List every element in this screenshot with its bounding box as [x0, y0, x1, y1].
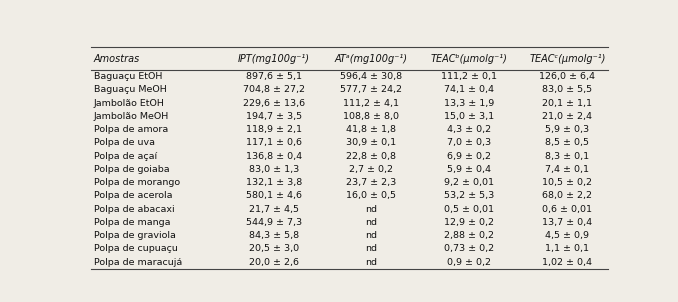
Text: nd: nd — [365, 205, 377, 214]
Text: 5,9 ± 0,4: 5,9 ± 0,4 — [447, 165, 491, 174]
Text: TEACᵇ(μmolg⁻¹): TEACᵇ(μmolg⁻¹) — [431, 54, 507, 64]
Text: 83,0 ± 1,3: 83,0 ± 1,3 — [249, 165, 299, 174]
Text: TEACᶜ(μmolg⁻¹): TEACᶜ(μmolg⁻¹) — [530, 54, 605, 64]
Text: 229,6 ± 13,6: 229,6 ± 13,6 — [243, 98, 304, 108]
Text: 544,9 ± 7,3: 544,9 ± 7,3 — [245, 218, 302, 227]
Text: 118,9 ± 2,1: 118,9 ± 2,1 — [245, 125, 302, 134]
Text: 13,3 ± 1,9: 13,3 ± 1,9 — [443, 98, 494, 108]
Text: Polpa de morango: Polpa de morango — [94, 178, 180, 187]
Text: 136,8 ± 0,4: 136,8 ± 0,4 — [245, 152, 302, 161]
Text: 126,0 ± 6,4: 126,0 ± 6,4 — [540, 72, 595, 81]
Text: 83,0 ± 5,5: 83,0 ± 5,5 — [542, 85, 593, 94]
Text: 6,9 ± 0,2: 6,9 ± 0,2 — [447, 152, 491, 161]
Text: 0,6 ± 0,01: 0,6 ± 0,01 — [542, 205, 593, 214]
Text: 108,8 ± 8,0: 108,8 ± 8,0 — [343, 112, 399, 121]
Text: nd: nd — [365, 258, 377, 267]
Text: 68,0 ± 2,2: 68,0 ± 2,2 — [542, 191, 593, 201]
Text: 15,0 ± 3,1: 15,0 ± 3,1 — [444, 112, 494, 121]
Text: ATᵃ(mg100g⁻¹): ATᵃ(mg100g⁻¹) — [334, 54, 407, 64]
Text: 41,8 ± 1,8: 41,8 ± 1,8 — [346, 125, 396, 134]
Text: Jambolão EtOH: Jambolão EtOH — [94, 98, 165, 108]
Text: Polpa de abacaxi: Polpa de abacaxi — [94, 205, 174, 214]
Text: 30,9 ± 0,1: 30,9 ± 0,1 — [346, 138, 396, 147]
Text: Jambolão MeOH: Jambolão MeOH — [94, 112, 169, 121]
Text: 23,7 ± 2,3: 23,7 ± 2,3 — [346, 178, 396, 187]
Text: nd: nd — [365, 231, 377, 240]
Text: 132,1 ± 3,8: 132,1 ± 3,8 — [245, 178, 302, 187]
Text: 22,8 ± 0,8: 22,8 ± 0,8 — [346, 152, 396, 161]
Text: 2,88 ± 0,2: 2,88 ± 0,2 — [444, 231, 494, 240]
Text: 897,6 ± 5,1: 897,6 ± 5,1 — [245, 72, 302, 81]
Text: 596,4 ± 30,8: 596,4 ± 30,8 — [340, 72, 402, 81]
Text: Polpa de uva: Polpa de uva — [94, 138, 155, 147]
Text: 20,1 ± 1,1: 20,1 ± 1,1 — [542, 98, 593, 108]
Text: 4,5 ± 0,9: 4,5 ± 0,9 — [545, 231, 589, 240]
Text: Polpa de maracujá: Polpa de maracujá — [94, 258, 182, 267]
Text: 8,3 ± 0,1: 8,3 ± 0,1 — [545, 152, 589, 161]
Text: Baguaçu MeOH: Baguaçu MeOH — [94, 85, 166, 94]
Text: 1,1 ± 0,1: 1,1 ± 0,1 — [545, 244, 589, 253]
Text: Polpa de açaí: Polpa de açaí — [94, 152, 157, 161]
Text: Polpa de manga: Polpa de manga — [94, 218, 170, 227]
Text: 5,9 ± 0,3: 5,9 ± 0,3 — [545, 125, 589, 134]
Text: IPT(mg100g⁻¹): IPT(mg100g⁻¹) — [238, 54, 310, 64]
Text: 704,8 ± 27,2: 704,8 ± 27,2 — [243, 85, 304, 94]
Text: Polpa de acerola: Polpa de acerola — [94, 191, 172, 201]
Text: 0,9 ± 0,2: 0,9 ± 0,2 — [447, 258, 491, 267]
Text: Polpa de amora: Polpa de amora — [94, 125, 168, 134]
Text: 21,7 ± 4,5: 21,7 ± 4,5 — [249, 205, 298, 214]
Text: 4,3 ± 0,2: 4,3 ± 0,2 — [447, 125, 491, 134]
Text: 20,0 ± 2,6: 20,0 ± 2,6 — [249, 258, 298, 267]
Text: 577,7 ± 24,2: 577,7 ± 24,2 — [340, 85, 402, 94]
Text: 8,5 ± 0,5: 8,5 ± 0,5 — [545, 138, 589, 147]
Text: 16,0 ± 0,5: 16,0 ± 0,5 — [346, 191, 396, 201]
Text: Amostras: Amostras — [94, 54, 140, 64]
Text: 117,1 ± 0,6: 117,1 ± 0,6 — [245, 138, 302, 147]
Text: 12,9 ± 0,2: 12,9 ± 0,2 — [444, 218, 494, 227]
Text: 53,2 ± 5,3: 53,2 ± 5,3 — [443, 191, 494, 201]
Text: 0,5 ± 0,01: 0,5 ± 0,01 — [444, 205, 494, 214]
Text: Baguaçu EtOH: Baguaçu EtOH — [94, 72, 162, 81]
Text: 10,5 ± 0,2: 10,5 ± 0,2 — [542, 178, 593, 187]
Text: 111,2 ± 0,1: 111,2 ± 0,1 — [441, 72, 497, 81]
Text: 7,0 ± 0,3: 7,0 ± 0,3 — [447, 138, 491, 147]
Text: 194,7 ± 3,5: 194,7 ± 3,5 — [245, 112, 302, 121]
Text: 111,2 ± 4,1: 111,2 ± 4,1 — [343, 98, 399, 108]
Text: nd: nd — [365, 218, 377, 227]
Text: 7,4 ± 0,1: 7,4 ± 0,1 — [545, 165, 589, 174]
Text: 580,1 ± 4,6: 580,1 ± 4,6 — [245, 191, 302, 201]
Text: 1,02 ± 0,4: 1,02 ± 0,4 — [542, 258, 593, 267]
Text: Polpa de graviola: Polpa de graviola — [94, 231, 176, 240]
Text: 13,7 ± 0,4: 13,7 ± 0,4 — [542, 218, 593, 227]
Text: nd: nd — [365, 244, 377, 253]
Text: 0,73 ± 0,2: 0,73 ± 0,2 — [444, 244, 494, 253]
Text: Polpa de goiaba: Polpa de goiaba — [94, 165, 170, 174]
Text: 2,7 ± 0,2: 2,7 ± 0,2 — [349, 165, 393, 174]
Text: 21,0 ± 2,4: 21,0 ± 2,4 — [542, 112, 593, 121]
Text: 9,2 ± 0,01: 9,2 ± 0,01 — [444, 178, 494, 187]
Text: 74,1 ± 0,4: 74,1 ± 0,4 — [444, 85, 494, 94]
Text: 84,3 ± 5,8: 84,3 ± 5,8 — [249, 231, 299, 240]
Text: 20,5 ± 3,0: 20,5 ± 3,0 — [249, 244, 299, 253]
Text: Polpa de cupuaçu: Polpa de cupuaçu — [94, 244, 178, 253]
